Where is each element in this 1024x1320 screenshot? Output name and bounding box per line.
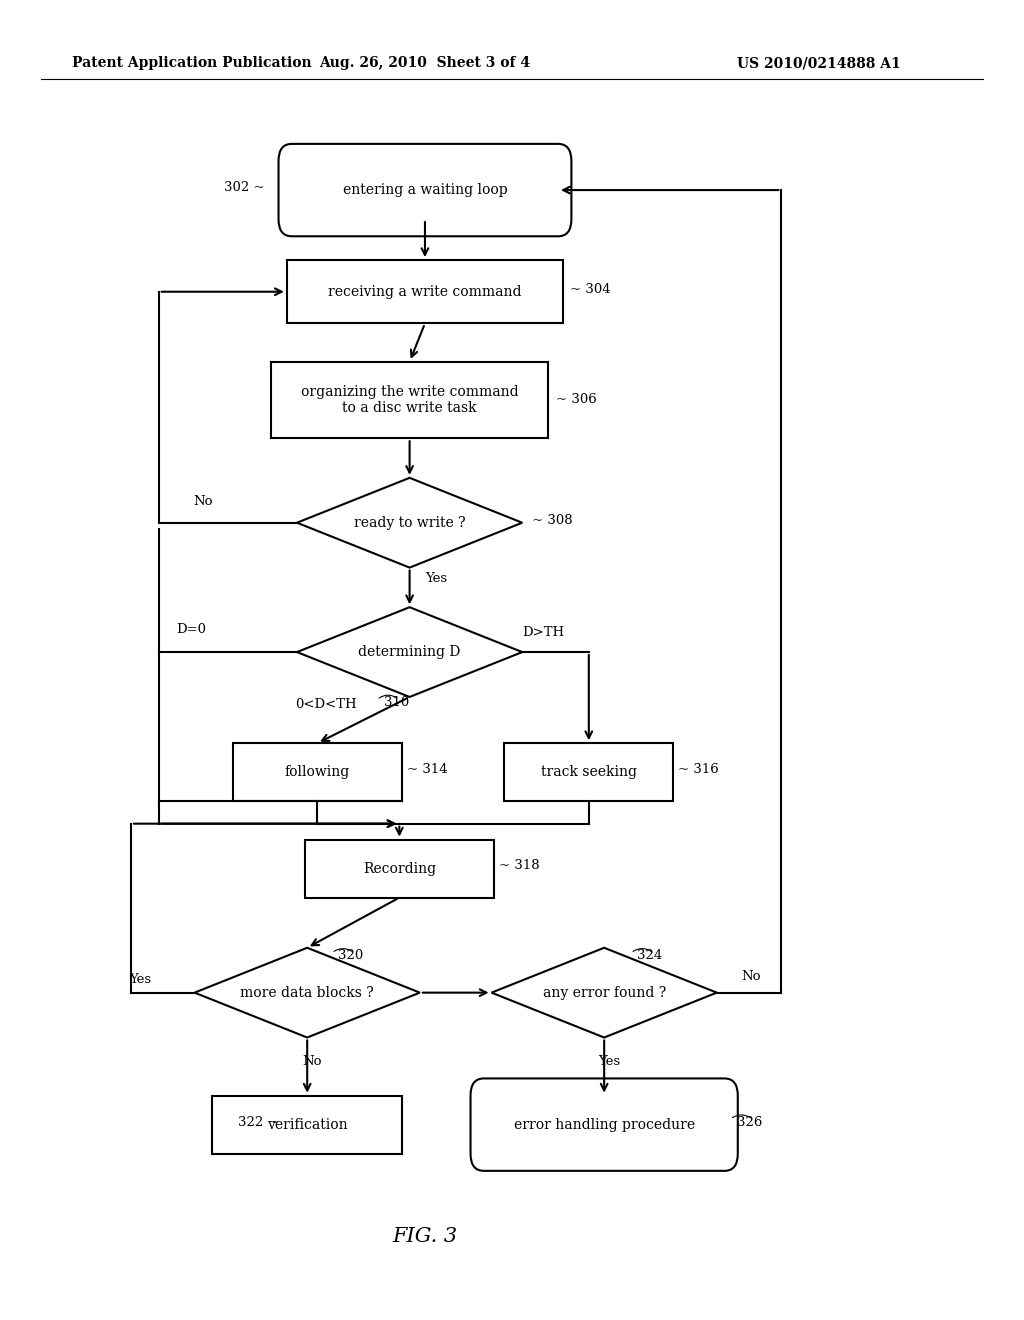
Text: 320: 320 bbox=[338, 949, 364, 962]
Text: 326: 326 bbox=[737, 1115, 763, 1129]
Text: No: No bbox=[741, 970, 761, 983]
Bar bbox=[287, 260, 563, 323]
Polygon shape bbox=[492, 948, 717, 1038]
Text: more data blocks ?: more data blocks ? bbox=[241, 986, 374, 999]
Text: track seeking: track seeking bbox=[541, 766, 637, 779]
Text: US 2010/0214888 A1: US 2010/0214888 A1 bbox=[737, 57, 901, 70]
Text: error handling procedure: error handling procedure bbox=[514, 1118, 694, 1131]
Text: Patent Application Publication: Patent Application Publication bbox=[72, 57, 311, 70]
Text: ~ 314: ~ 314 bbox=[407, 763, 447, 776]
Bar bbox=[305, 840, 494, 898]
Text: No: No bbox=[194, 495, 213, 508]
Text: ~ 308: ~ 308 bbox=[532, 513, 573, 527]
Bar bbox=[213, 1096, 401, 1154]
Text: D=0: D=0 bbox=[176, 623, 206, 636]
Bar bbox=[232, 743, 401, 801]
Text: ready to write ?: ready to write ? bbox=[353, 516, 466, 529]
Text: Yes: Yes bbox=[425, 572, 447, 585]
Text: Aug. 26, 2010  Sheet 3 of 4: Aug. 26, 2010 Sheet 3 of 4 bbox=[319, 57, 530, 70]
Text: FIG. 3: FIG. 3 bbox=[392, 1228, 458, 1246]
Text: organizing the write command
to a disc write task: organizing the write command to a disc w… bbox=[301, 385, 518, 414]
Text: ~ 306: ~ 306 bbox=[556, 393, 597, 407]
Text: verification: verification bbox=[267, 1118, 347, 1131]
Polygon shape bbox=[297, 478, 522, 568]
Text: Recording: Recording bbox=[362, 862, 436, 875]
Text: determining D: determining D bbox=[358, 645, 461, 659]
Text: entering a waiting loop: entering a waiting loop bbox=[343, 183, 507, 197]
Text: 322 ~: 322 ~ bbox=[238, 1115, 279, 1129]
Text: ~ 304: ~ 304 bbox=[570, 282, 611, 296]
Text: ~ 318: ~ 318 bbox=[499, 859, 540, 873]
Text: Yes: Yes bbox=[598, 1055, 621, 1068]
Text: 324: 324 bbox=[637, 949, 663, 962]
FancyBboxPatch shape bbox=[279, 144, 571, 236]
FancyBboxPatch shape bbox=[470, 1078, 737, 1171]
Text: receiving a write command: receiving a write command bbox=[329, 285, 521, 298]
Polygon shape bbox=[297, 607, 522, 697]
Text: 310: 310 bbox=[384, 696, 410, 709]
Bar bbox=[504, 743, 674, 801]
Polygon shape bbox=[195, 948, 420, 1038]
Text: 0<D<TH: 0<D<TH bbox=[295, 698, 356, 711]
Text: D>TH: D>TH bbox=[522, 626, 564, 639]
Text: Yes: Yes bbox=[129, 973, 152, 986]
Text: any error found ?: any error found ? bbox=[543, 986, 666, 999]
Text: No: No bbox=[302, 1055, 323, 1068]
Text: ~ 316: ~ 316 bbox=[678, 763, 719, 776]
Text: following: following bbox=[285, 766, 350, 779]
Text: 302 ~: 302 ~ bbox=[223, 181, 264, 194]
Bar bbox=[271, 362, 548, 438]
